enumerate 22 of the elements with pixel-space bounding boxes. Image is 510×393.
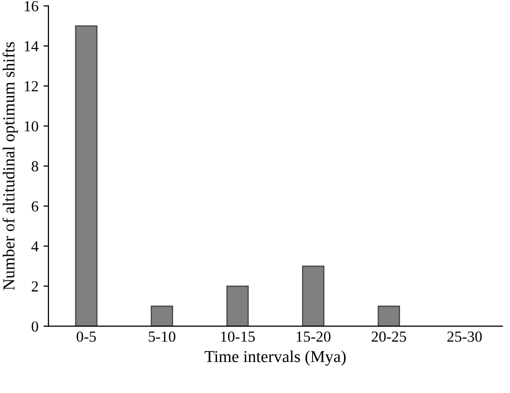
x-tick-label: 0-5 <box>76 331 96 342</box>
x-tick-label: 5-10 <box>148 331 176 342</box>
y-tick-label: 0 <box>32 321 38 332</box>
y-tick-label: 16 <box>24 1 38 12</box>
bar <box>302 266 324 326</box>
bar <box>150 306 174 326</box>
y-tick-label: 6 <box>32 201 38 212</box>
y-axis-title: Number of altitudinal optimum shifts <box>2 42 18 290</box>
x-axis-title: Time intervals (Mya) <box>204 350 346 366</box>
bar <box>226 286 249 326</box>
x-tick-label: 10-15 <box>221 331 255 342</box>
y-tick-label: 4 <box>31 241 38 252</box>
y-tick-label: 12 <box>24 81 38 92</box>
y-tick-label: 2 <box>32 281 38 292</box>
y-tick-label: 14 <box>24 41 38 52</box>
bar <box>378 306 400 326</box>
x-tick-label: 25-30 <box>447 331 482 342</box>
y-tick-label: 8 <box>32 161 38 172</box>
bar <box>75 25 98 326</box>
y-tick-label: 10 <box>24 121 38 132</box>
x-tick-label: 15-20 <box>296 331 330 342</box>
x-tick-label: 20-25 <box>372 331 406 342</box>
